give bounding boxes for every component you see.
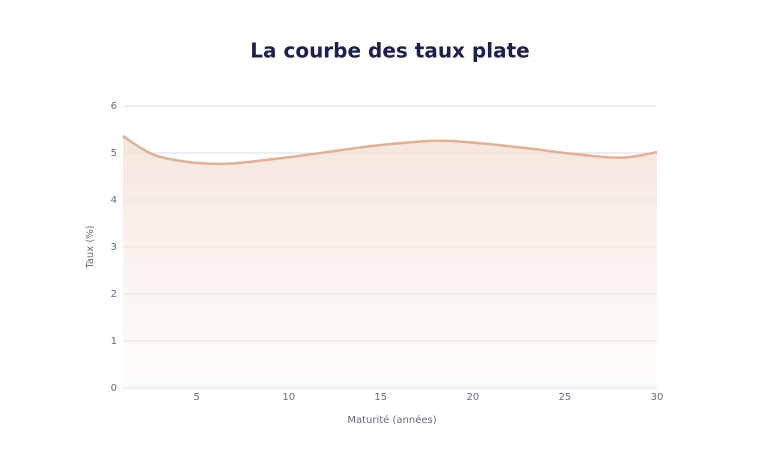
y-tick-label: 4 [111, 195, 117, 206]
y-tick-label: 1 [111, 336, 117, 347]
y-axis-title: Taux (%) [85, 225, 96, 269]
x-tick-label: 10 [282, 392, 295, 403]
y-tick-label: 2 [111, 289, 117, 300]
x-tick-label: 30 [651, 392, 664, 403]
x-tick-label: 15 [374, 392, 387, 403]
area-line [122, 135, 658, 166]
x-axis-title: Maturité (années) [347, 414, 436, 426]
y-tick-label: 3 [111, 242, 117, 253]
area-fill [123, 136, 657, 388]
x-tick-label: 25 [559, 392, 572, 403]
y-tick-label: 0 [111, 383, 117, 394]
x-tick-label: 5 [193, 392, 199, 403]
y-tick-label: 5 [111, 148, 117, 159]
y-tick-label: 6 [111, 101, 117, 112]
x-tick-label: 20 [466, 392, 479, 403]
chart-title: La courbe des taux plate [250, 39, 529, 63]
